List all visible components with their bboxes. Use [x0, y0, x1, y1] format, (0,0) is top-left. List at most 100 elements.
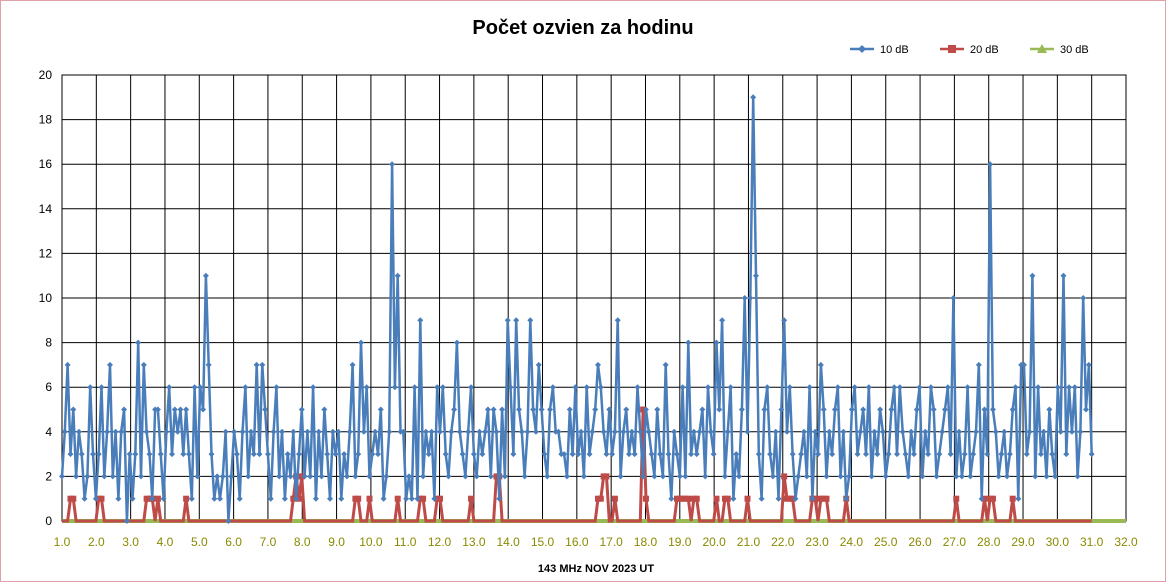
point-10db	[245, 473, 252, 480]
point-10db	[755, 451, 762, 458]
x-tick-label: 20.0	[702, 535, 726, 549]
point-10db	[1083, 406, 1090, 413]
point-10db	[792, 495, 799, 502]
legend-marker-diamond	[858, 45, 866, 53]
point-10db	[211, 495, 218, 502]
point-10db	[366, 473, 373, 480]
point-10db	[973, 428, 980, 435]
point-10db	[544, 473, 551, 480]
point-10db	[840, 428, 847, 435]
point-10db	[92, 495, 99, 502]
point-10db	[696, 428, 703, 435]
point-10db	[727, 384, 734, 391]
point-10db	[250, 451, 257, 458]
point-10db	[834, 384, 841, 391]
series-line-10db	[60, 96, 1093, 523]
point-10db	[417, 317, 424, 324]
point-10db	[205, 361, 212, 368]
point-10db	[981, 406, 988, 413]
x-tick-label: 15.0	[531, 535, 555, 549]
point-10db	[216, 495, 223, 502]
point-10db	[174, 428, 181, 435]
point-10db	[741, 295, 748, 301]
point-10db	[146, 451, 153, 458]
point-10db	[428, 428, 435, 435]
y-tick-label: 4	[45, 425, 52, 439]
point-10db	[930, 406, 937, 413]
point-10db	[837, 473, 844, 480]
x-tick-label: 29.0	[1011, 535, 1035, 549]
point-10db	[437, 428, 444, 435]
point-10db	[970, 451, 977, 458]
point-10db	[908, 428, 915, 435]
point-10db	[228, 473, 235, 480]
point-10db	[394, 272, 401, 279]
point-10db	[1068, 428, 1075, 435]
point-10db	[349, 361, 356, 368]
x-tick-label: 26.0	[908, 535, 932, 549]
point-10db	[580, 473, 587, 480]
point-10db	[831, 406, 838, 413]
point-10db	[70, 406, 77, 413]
point-10db	[143, 428, 150, 435]
point-10db	[795, 473, 802, 480]
point-10db	[501, 473, 508, 480]
point-10db	[530, 406, 537, 413]
point-10db	[123, 518, 130, 524]
point-10db	[761, 406, 768, 413]
point-20db	[468, 495, 475, 502]
point-10db	[315, 428, 322, 435]
legend-item: 10 dB	[850, 44, 909, 56]
point-10db	[236, 495, 243, 502]
point-10db	[84, 473, 91, 480]
point-10db	[699, 406, 706, 413]
chart-title: Počet ozvien za hodinu	[472, 17, 693, 39]
point-10db	[992, 428, 999, 435]
point-10db	[408, 495, 415, 502]
point-10db	[253, 361, 260, 368]
point-10db	[905, 473, 912, 480]
point-10db	[925, 451, 932, 458]
point-10db	[594, 361, 601, 368]
point-10db	[137, 473, 144, 480]
point-10db	[225, 518, 232, 524]
point-10db	[659, 473, 666, 480]
point-10db	[736, 473, 743, 480]
point-20db	[420, 495, 427, 502]
point-10db	[200, 406, 207, 413]
point-10db	[620, 428, 627, 435]
point-10db	[857, 428, 864, 435]
point-10db	[933, 473, 940, 480]
point-20db	[744, 495, 751, 502]
point-10db	[329, 428, 336, 435]
point-20db	[366, 495, 373, 502]
point-10db	[75, 428, 82, 435]
point-10db	[169, 451, 176, 458]
x-tick-label: 32.0	[1114, 535, 1138, 549]
point-10db	[301, 473, 308, 480]
point-10db	[910, 451, 917, 458]
point-10db	[405, 473, 412, 480]
point-10db	[865, 384, 872, 391]
point-10db	[843, 495, 850, 502]
point-10db	[854, 451, 861, 458]
point-10db	[750, 94, 757, 101]
point-10db	[487, 473, 494, 480]
point-10db	[194, 473, 201, 480]
point-10db	[281, 495, 288, 502]
point-10db	[685, 339, 692, 346]
point-10db	[202, 272, 209, 279]
point-10db	[355, 451, 362, 458]
point-10db	[233, 451, 240, 458]
point-10db	[468, 384, 475, 391]
point-10db	[919, 473, 926, 480]
point-10db	[764, 384, 771, 391]
point-10db	[995, 473, 1002, 480]
point-20db	[642, 495, 649, 502]
x-tick-label: 8.0	[294, 535, 311, 549]
point-10db	[499, 406, 506, 413]
point-10db	[451, 406, 458, 413]
point-10db	[482, 428, 489, 435]
point-10db	[470, 451, 477, 458]
point-10db	[668, 495, 675, 502]
